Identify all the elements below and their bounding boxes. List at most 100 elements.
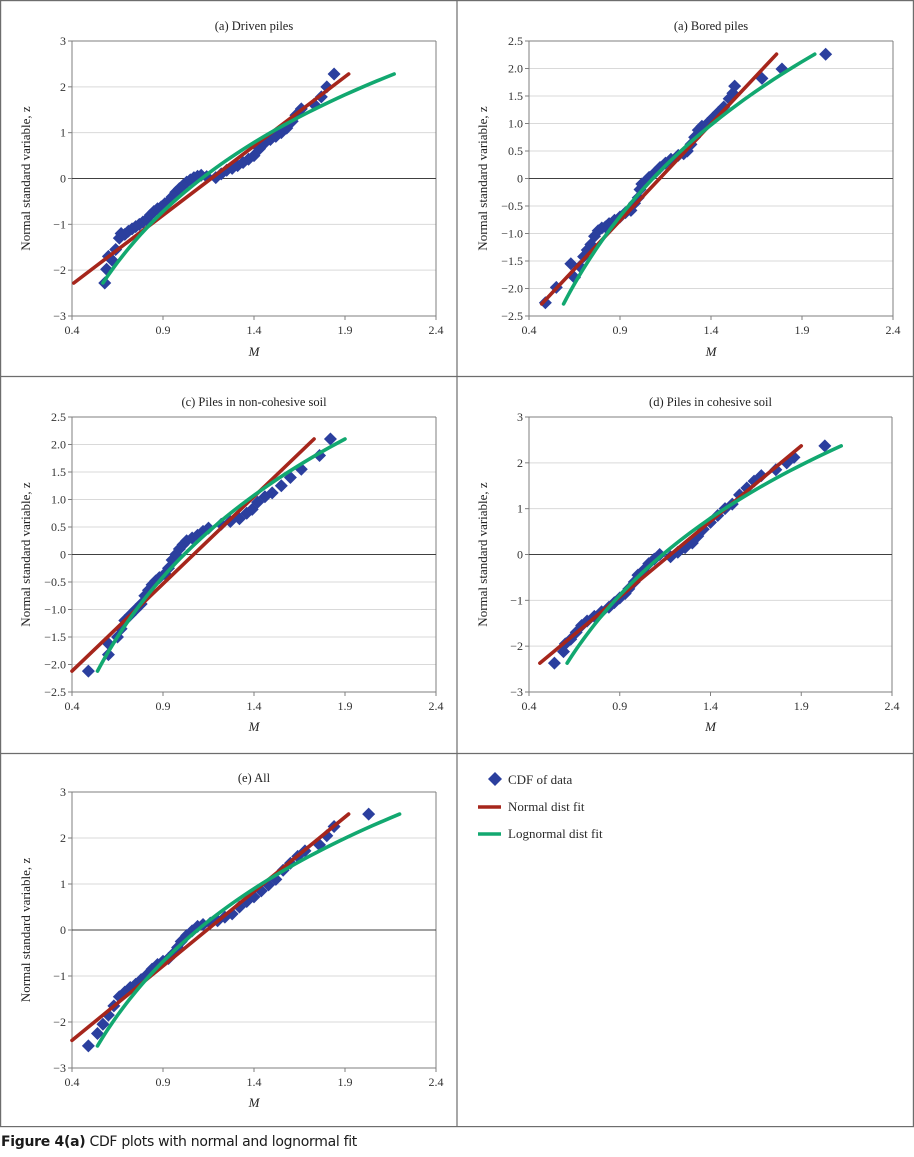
y-tick-label: 1	[60, 126, 66, 140]
y-tick-label: 1	[517, 502, 523, 516]
x-tick-label: 1.9	[338, 699, 353, 713]
x-axis-label: M	[248, 719, 261, 734]
x-tick-label: 1.9	[794, 699, 809, 713]
x-tick-label: 0.9	[156, 1075, 171, 1089]
data-series-cdf	[81, 432, 337, 678]
data-point-diamond	[323, 432, 337, 446]
y-tick-label: −3	[510, 685, 523, 699]
data-point-diamond	[327, 67, 341, 81]
x-tick-label: 1.4	[247, 323, 262, 337]
figure-caption: Figure 4(a) CDF plots with normal and lo…	[1, 1134, 357, 1150]
x-axis-label: M	[248, 1095, 261, 1110]
data-point-diamond	[90, 1027, 104, 1040]
y-tick-label: 3	[517, 410, 523, 424]
y-tick-label: 1.5	[51, 465, 66, 479]
y-tick-label: 0	[60, 548, 66, 562]
data-point-diamond	[265, 486, 279, 500]
chart-panel-b: −2.5 −2.0 −1.5 −1.0 −0.5 0 0.5 1.0 1.5 2.0 2.5 0.4 0…	[475, 19, 901, 359]
y-tick-label: 0	[517, 548, 523, 562]
x-tick-label: 0.4	[522, 323, 537, 337]
y-tick-label: −0.5	[501, 199, 523, 213]
x-tick-label: 1.9	[795, 323, 810, 337]
normal-fit-line	[539, 52, 779, 306]
x-tick-label: 0.9	[156, 323, 171, 337]
chart-title: (d) Piles in cohesive soil	[649, 395, 772, 409]
legend-label-lognormal: Lognormal dist fit	[508, 826, 603, 841]
y-tick-label: 0.5	[51, 520, 66, 534]
y-tick-label: 2	[60, 831, 66, 845]
y-tick-label: 0	[60, 923, 66, 937]
y-tick-label: 2.5	[508, 34, 523, 48]
data-point-diamond	[274, 479, 288, 493]
chart-panel-d: −3 −2 −1 0 1 2 3 0.4 0.9 1.4 1.9 2.4 (d) Piles in co…	[475, 395, 900, 734]
y-tick-label: 1.5	[508, 89, 523, 103]
y-tick-label: −2.0	[501, 282, 523, 296]
y-tick-label: 0	[517, 172, 523, 186]
data-point-diamond	[202, 521, 215, 535]
y-tick-label: −1.5	[44, 630, 66, 644]
caption-text: CDF plots with normal and lognormal fit	[85, 1134, 357, 1150]
chart-panel-c: −2.5 −2.0 −1.5 −1.0 −0.5 0 0.5 1.0 1.5 2.0 2.5 0.4 0…	[18, 395, 444, 734]
y-tick-label: −2	[53, 1015, 66, 1029]
y-tick-label: −2.0	[44, 658, 66, 672]
y-tick-label: 0	[60, 172, 66, 186]
legend-label-normal: Normal dist fit	[508, 799, 585, 814]
data-point-diamond	[362, 807, 376, 821]
chart-panel-e: −3 −2 −1 0 1 2 3 0.4 0.9 1.4 1.9 2.4 (e) All M Normal …	[18, 771, 444, 1110]
chart-panels: −3 −2 −1 0 1 2 3 0.4 0.9 1.4 1.9 2.4 (a) Driven pile…	[18, 19, 901, 1110]
y-tick-label: −1	[53, 969, 66, 983]
y-tick-label: 2.0	[508, 62, 523, 76]
x-tick-label: 1.4	[704, 323, 719, 337]
y-axis-label: Normal standard variable, z	[475, 482, 490, 627]
x-tick-label: 0.4	[65, 323, 80, 337]
y-tick-label: −2.5	[501, 309, 523, 323]
y-tick-label: 1	[60, 877, 66, 891]
x-tick-label: 2.4	[885, 699, 900, 713]
x-tick-label: 2.4	[886, 323, 901, 337]
chart-title: (a) Bored piles	[674, 19, 748, 33]
data-point-diamond	[547, 656, 561, 670]
chart-title: (c) Piles in non-cohesive soil	[181, 395, 327, 409]
x-axis-label: M	[248, 344, 261, 359]
y-tick-label: −2.5	[44, 685, 66, 699]
legend-item-normal: Normal dist fit	[478, 799, 585, 814]
y-tick-label: 1.0	[51, 493, 66, 507]
lognormal-fit-curve	[95, 812, 402, 1048]
lognormal-fit-curve	[565, 444, 843, 665]
x-tick-label: 0.9	[613, 323, 628, 337]
y-tick-label: 3	[60, 34, 66, 48]
y-tick-label: −1.0	[44, 603, 66, 617]
data-point-diamond	[81, 1039, 95, 1053]
y-tick-label: 2.5	[51, 410, 66, 424]
x-tick-label: 2.4	[429, 323, 444, 337]
lognormal-fit-curve	[95, 437, 347, 673]
y-tick-label: −1.0	[501, 227, 523, 241]
y-tick-label: −1.5	[501, 254, 523, 268]
x-axis-label: M	[705, 344, 718, 359]
x-tick-label: 0.4	[522, 699, 537, 713]
x-tick-label: 1.9	[338, 323, 353, 337]
y-tick-label: −0.5	[44, 575, 66, 589]
panel-frames	[0, 0, 914, 1128]
data-point-diamond	[754, 469, 768, 483]
y-axis-label: Normal standard variable, z	[18, 858, 33, 1003]
x-tick-label: 1.4	[247, 699, 262, 713]
y-tick-label: −2	[53, 263, 66, 277]
data-point-diamond	[81, 664, 95, 678]
lognormal-fit-curve	[561, 52, 817, 306]
data-point-diamond	[818, 439, 832, 453]
chart-title: (a) Driven piles	[215, 19, 294, 33]
normal-fit-line	[70, 812, 351, 1043]
x-tick-label: 2.4	[429, 1075, 444, 1089]
x-axis-label: M	[704, 719, 717, 734]
normal-fit-line	[538, 444, 804, 665]
x-tick-label: 0.4	[65, 1075, 80, 1089]
y-tick-label: 2.0	[51, 438, 66, 452]
x-tick-label: 0.4	[65, 699, 80, 713]
data-point-diamond	[538, 296, 552, 310]
y-tick-label: 2	[517, 456, 523, 470]
y-tick-label: −3	[53, 1061, 66, 1075]
legend-diamond-marker	[488, 772, 502, 786]
legend-item-lognormal: Lognormal dist fit	[478, 826, 603, 841]
